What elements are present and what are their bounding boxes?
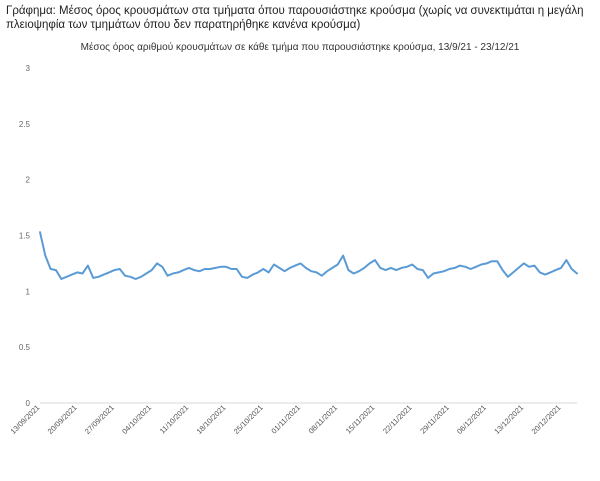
- x-tick-label: 20/12/2021: [530, 403, 563, 436]
- chart-title: Μέσος όρος αριθμού κρουσμάτων σε κάθε τμ…: [80, 42, 520, 53]
- x-tick-label: 22/11/2021: [381, 403, 414, 436]
- x-tick-label: 04/10/2021: [120, 403, 153, 436]
- y-tick-label: 0: [26, 399, 31, 408]
- x-tick-label: 29/11/2021: [418, 403, 451, 436]
- x-tick-label: 11/10/2021: [158, 403, 191, 436]
- x-axis: 13/09/2021 20/09/2021 27/09/2021 04/10/2021…: [9, 402, 577, 436]
- figure-heading: Γράφημα: Μέσος όρος κρουσμάτων στα τμήμα…: [6, 5, 584, 31]
- y-tick-label: 0.5: [19, 343, 31, 352]
- x-tick-label: 08/11/2021: [307, 403, 340, 436]
- y-tick-label: 1: [26, 287, 31, 296]
- y-tick-label: 2: [26, 176, 31, 185]
- y-tick-label: 2.5: [19, 120, 31, 129]
- x-tick-label: 13/12/2021: [492, 403, 525, 436]
- x-tick-label: 20/09/2021: [46, 403, 79, 436]
- x-tick-label: 01/11/2021: [269, 403, 302, 436]
- y-tick-label: 3: [26, 64, 31, 73]
- y-tick-label: 1.5: [19, 232, 31, 241]
- x-tick-label: 25/10/2021: [232, 403, 265, 436]
- x-tick-label: 15/11/2021: [344, 403, 377, 436]
- y-axis: 0 0.5 1 1.5 2 2.5 3: [19, 64, 31, 408]
- x-tick-label: 18/10/2021: [195, 403, 228, 436]
- series-line: [39, 231, 578, 280]
- x-tick-label: 27/09/2021: [83, 403, 116, 436]
- x-tick-label: 06/12/2021: [455, 403, 488, 436]
- series-layer: [39, 231, 578, 280]
